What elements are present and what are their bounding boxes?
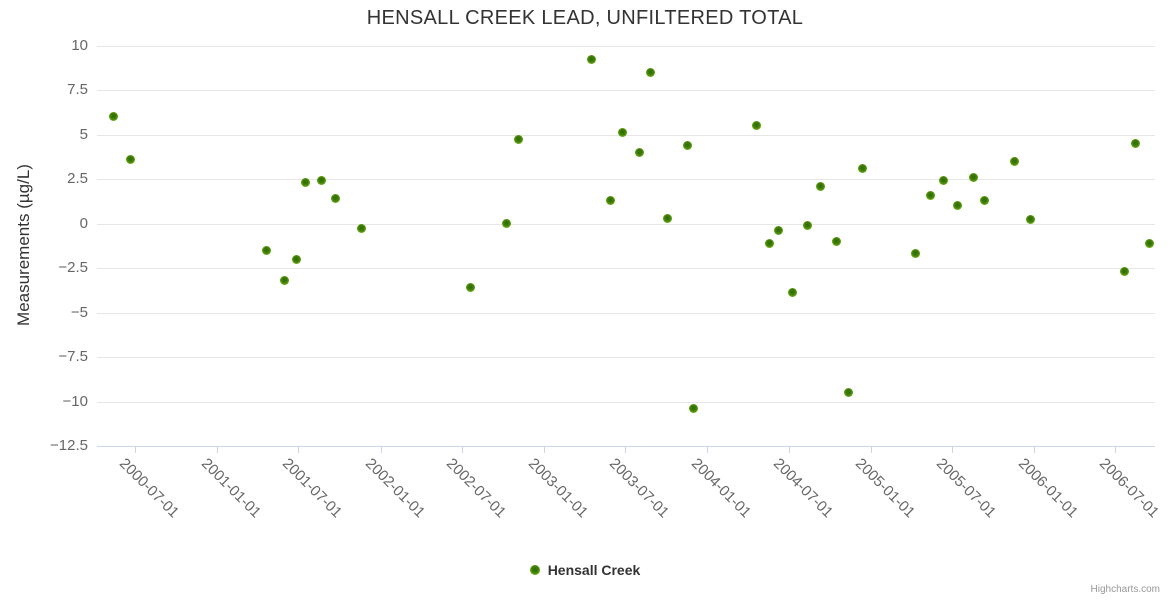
x-axis-label: 2003-07-01 [605, 455, 673, 522]
y-gridline [97, 357, 1155, 358]
x-axis-tick [1115, 447, 1117, 453]
data-point[interactable] [980, 195, 990, 205]
y-axis-label: 5 [79, 125, 88, 143]
x-axis-tick [543, 447, 545, 453]
data-point[interactable] [317, 176, 327, 186]
data-point[interactable] [910, 249, 920, 259]
data-point[interactable] [1009, 156, 1019, 166]
y-axis-label: −5 [70, 303, 88, 321]
data-point[interactable] [939, 176, 949, 186]
legend[interactable]: Hensall Creek [0, 562, 1170, 578]
highcharts-credit-link[interactable]: Highcharts.com [1090, 584, 1160, 595]
y-axis-label: −2.5 [58, 259, 88, 276]
y-axis-label: −12.5 [50, 437, 88, 454]
data-point[interactable] [926, 190, 936, 200]
data-point[interactable] [968, 172, 978, 182]
data-point[interactable] [953, 201, 963, 211]
y-axis-title: Measurements (µg/L) [14, 164, 33, 326]
y-gridline [97, 401, 1155, 403]
legend-series-label: Hensall Creek [547, 562, 641, 578]
data-point[interactable] [501, 219, 511, 228]
data-point[interactable] [646, 67, 656, 77]
x-axis-line [97, 446, 1155, 447]
data-point[interactable] [682, 140, 692, 150]
data-point[interactable] [125, 154, 135, 164]
x-axis-label: 2004-07-01 [769, 455, 836, 522]
y-axis-label: 10 [71, 36, 88, 54]
y-axis-label: −7.5 [58, 348, 88, 365]
x-axis-label: 2006-01-01 [1015, 455, 1082, 522]
y-gridline [97, 223, 1155, 225]
x-axis-label: 2001-01-01 [198, 455, 265, 522]
y-axis-label: −10 [62, 392, 88, 410]
data-point[interactable] [764, 238, 774, 248]
x-axis-label: 2003-01-01 [524, 455, 592, 522]
x-axis-tick [707, 447, 709, 453]
x-axis-label: 2005-01-01 [851, 455, 919, 522]
x-axis-label: 2004-01-01 [688, 455, 755, 522]
data-point[interactable] [1131, 138, 1141, 148]
x-axis-tick [624, 447, 626, 453]
y-gridline [97, 90, 1155, 91]
data-point[interactable] [109, 112, 119, 122]
x-axis-label: 2001-07-01 [279, 455, 346, 522]
data-point[interactable] [280, 275, 290, 285]
data-point[interactable] [300, 178, 310, 188]
y-axis-label: 7.5 [67, 81, 88, 98]
data-point[interactable] [466, 283, 476, 293]
data-point[interactable] [357, 224, 367, 234]
chart-title: HENSALL CREEK LEAD, UNFILTERED TOTAL [366, 7, 804, 29]
data-point[interactable] [752, 121, 762, 131]
y-axis-label: 2.5 [67, 170, 88, 187]
data-point[interactable] [688, 404, 698, 414]
x-axis-tick [380, 447, 382, 453]
x-axis-label: 2005-07-01 [932, 455, 1000, 522]
data-point[interactable] [634, 147, 644, 157]
data-point[interactable] [586, 55, 596, 65]
x-axis-tick [461, 447, 463, 453]
x-axis-tick [217, 447, 219, 453]
y-axis-label: 0 [79, 214, 88, 232]
x-axis-tick [298, 447, 300, 453]
data-point[interactable] [1119, 267, 1129, 277]
x-axis-tick [788, 447, 790, 453]
x-axis-tick [870, 447, 872, 453]
x-axis-tick [135, 447, 137, 453]
legend-series-marker-icon [529, 565, 540, 575]
x-axis-label: 2000-07-01 [115, 455, 183, 522]
data-point[interactable] [618, 128, 628, 138]
data-point[interactable] [831, 236, 841, 246]
data-point[interactable] [262, 245, 272, 255]
x-axis-label: 2006-07-01 [1096, 455, 1163, 522]
data-point[interactable] [787, 288, 797, 298]
x-axis-label: 2002-07-01 [442, 455, 509, 522]
data-point[interactable] [331, 194, 341, 204]
data-point[interactable] [857, 163, 867, 173]
x-axis-label: 2002-01-01 [361, 455, 428, 522]
data-point[interactable] [844, 388, 854, 398]
data-point[interactable] [292, 254, 302, 264]
y-gridline [97, 268, 1155, 269]
data-point[interactable] [802, 220, 812, 230]
data-point[interactable] [663, 213, 673, 223]
data-point[interactable] [816, 181, 826, 191]
data-point[interactable] [1144, 238, 1154, 248]
data-point[interactable] [513, 135, 523, 145]
x-axis-tick [951, 447, 953, 453]
y-gridline [97, 179, 1155, 180]
data-point[interactable] [774, 226, 784, 236]
data-point[interactable] [1025, 215, 1035, 225]
y-gridline [97, 45, 1155, 47]
y-gridline [97, 312, 1155, 314]
data-point[interactable] [606, 195, 616, 205]
x-axis-tick [1034, 447, 1036, 453]
